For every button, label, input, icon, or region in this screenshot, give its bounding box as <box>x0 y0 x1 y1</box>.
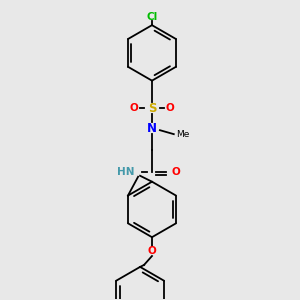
Text: Cl: Cl <box>146 12 158 22</box>
Text: O: O <box>165 103 174 113</box>
Text: O: O <box>130 103 139 113</box>
Text: S: S <box>148 102 156 115</box>
Text: O: O <box>148 246 156 256</box>
Text: Me: Me <box>176 130 189 139</box>
Text: N: N <box>147 122 157 135</box>
Text: O: O <box>172 167 181 177</box>
Text: HN: HN <box>117 167 134 177</box>
